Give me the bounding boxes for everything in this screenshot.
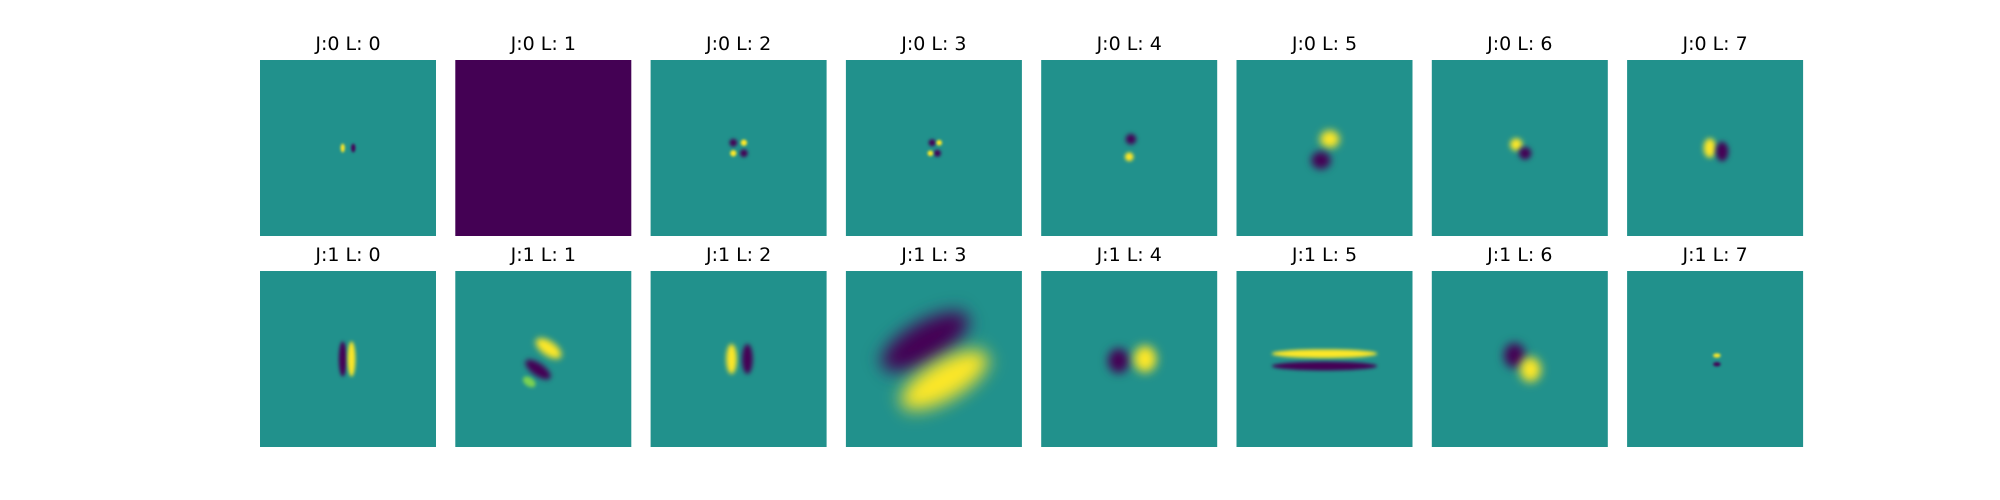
heatmap-blob <box>742 344 753 374</box>
heatmap-blobs <box>1108 345 1157 374</box>
heatmap-blob <box>1712 353 1721 358</box>
heatmap-blobs <box>927 139 942 157</box>
heatmap-blobs <box>522 338 562 388</box>
panel-title: J:1 L: 1 <box>510 244 576 266</box>
heatmap-blob <box>338 341 347 377</box>
heatmap-blobs <box>1271 349 1378 371</box>
filter-panel: J:0 L: 1 <box>455 33 632 236</box>
heatmap-blob <box>1133 345 1157 373</box>
heatmap-background <box>650 60 827 236</box>
filter-panel: J:1 L: 5 <box>1236 244 1413 447</box>
filter-panel: J:1 L: 3 <box>845 244 1022 447</box>
panel-title: J:1 L: 4 <box>1096 244 1162 266</box>
heatmap-blob <box>1271 349 1378 359</box>
heatmap-background <box>845 271 1022 447</box>
heatmap-blobs <box>1510 138 1532 160</box>
heatmap-blobs <box>729 138 748 158</box>
filter-panel: J:1 L: 4 <box>1041 244 1218 447</box>
heatmap-background <box>1236 60 1413 236</box>
panel-title: J:0 L: 6 <box>1486 33 1552 55</box>
panel-title: J:0 L: 0 <box>314 33 380 55</box>
heatmap-blob <box>933 149 941 157</box>
panel-title: J:0 L: 1 <box>510 33 576 55</box>
heatmap-background <box>1236 271 1413 447</box>
heatmap-blob <box>881 311 969 372</box>
filter-panel: J:0 L: 4 <box>1041 33 1218 236</box>
heatmap-blobs <box>1503 343 1541 382</box>
heatmap-blob <box>1712 362 1721 367</box>
heatmap-blobs <box>1124 133 1137 162</box>
heatmap-background <box>1041 271 1218 447</box>
heatmap-blob <box>1703 138 1716 158</box>
heatmap-background <box>260 60 436 236</box>
heatmap-blob <box>525 359 551 380</box>
panel-title: J:1 L: 3 <box>900 244 966 266</box>
heatmap-background <box>845 60 1022 236</box>
heatmap-blob <box>1510 138 1523 151</box>
heatmap-background <box>650 271 827 447</box>
panel-title: J:1 L: 0 <box>314 244 380 266</box>
heatmap-blob <box>1518 147 1532 160</box>
heatmap-blobs <box>338 341 356 377</box>
panel-title: J:0 L: 2 <box>705 33 771 55</box>
panel-title: J:0 L: 5 <box>1291 33 1357 55</box>
panel-title: J:1 L: 5 <box>1291 244 1357 266</box>
filter-panel: J:1 L: 2 <box>650 244 827 447</box>
heatmap-blob <box>1271 361 1378 371</box>
filter-panel: J:0 L: 7 <box>1627 33 1804 236</box>
panel-title: J:1 L: 2 <box>705 244 771 266</box>
heatmap-blob <box>1715 141 1729 162</box>
filter-panel: J:0 L: 2 <box>650 33 827 236</box>
heatmap-blob <box>1125 133 1137 145</box>
filter-panel: J:1 L: 0 <box>260 244 436 447</box>
filter-panel: J:0 L: 6 <box>1431 33 1608 236</box>
heatmap-background <box>1627 271 1804 447</box>
heatmap-blob <box>1108 348 1130 374</box>
heatmap-blobs <box>881 311 989 410</box>
heatmap-blob <box>740 139 748 146</box>
heatmap-blobs <box>726 344 753 374</box>
heatmap-blobs <box>340 143 356 153</box>
heatmap-blob <box>1311 151 1331 170</box>
heatmap-background <box>1041 60 1218 236</box>
heatmap-blob <box>351 143 356 153</box>
heatmap-blobs <box>1703 138 1729 162</box>
heatmap-blob <box>535 338 562 359</box>
heatmap-blob <box>1519 357 1541 382</box>
panel-title: J:0 L: 7 <box>1681 33 1747 55</box>
heatmap-background <box>455 60 632 236</box>
heatmap-blob <box>900 350 989 410</box>
filter-panel: J:1 L: 6 <box>1431 244 1608 447</box>
heatmap-blob <box>928 139 936 147</box>
filter-panel: J:1 L: 1 <box>455 244 632 447</box>
heatmap-blob <box>726 344 737 374</box>
heatmap-blob <box>936 139 942 146</box>
heatmap-blob <box>340 143 345 153</box>
heatmap-blobs <box>1712 353 1721 367</box>
panel-title: J:0 L: 4 <box>1096 33 1162 55</box>
heatmap-blob <box>740 149 748 158</box>
heatmap-blob <box>347 341 356 377</box>
heatmap-blob <box>729 138 738 147</box>
panel-title: J:0 L: 3 <box>900 33 966 55</box>
filter-panel: J:1 L: 7 <box>1627 244 1804 447</box>
filter-panel: J:0 L: 3 <box>845 33 1022 236</box>
panels-layer: J:0 L: 0 J:0 L: 1 J:0 L: 2 J:0 L: 3 J:0 L: 4… <box>260 33 1804 447</box>
heatmap-blob <box>730 150 737 157</box>
heatmap-blob <box>1124 152 1134 162</box>
heatmap-blob <box>1320 130 1340 148</box>
heatmap-blob <box>1503 343 1526 368</box>
panel-title: J:1 L: 6 <box>1486 244 1552 266</box>
filter-panel: J:0 L: 5 <box>1236 33 1413 236</box>
panel-title: J:1 L: 7 <box>1681 244 1747 266</box>
heatmap-blob <box>927 150 934 157</box>
filter-panel: J:0 L: 0 <box>260 33 436 236</box>
heatmap-blob <box>522 376 536 388</box>
heatmap-background <box>455 271 632 447</box>
heatmap-blobs <box>1311 130 1340 170</box>
